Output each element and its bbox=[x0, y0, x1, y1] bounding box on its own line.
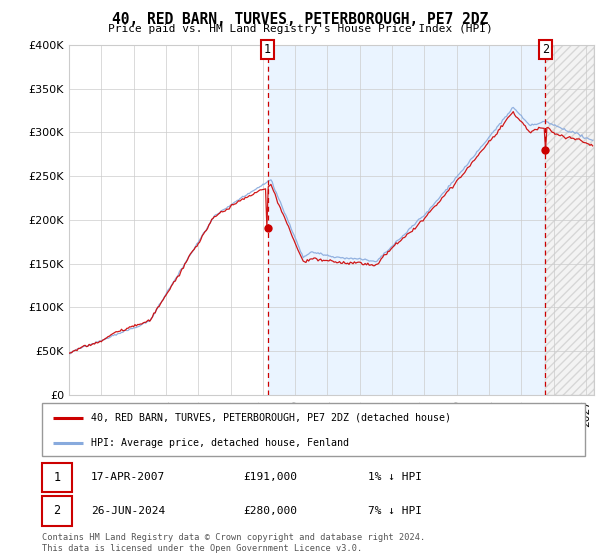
Bar bbox=[268, 45, 545, 395]
Text: 26-JUN-2024: 26-JUN-2024 bbox=[91, 506, 165, 516]
Text: £280,000: £280,000 bbox=[243, 506, 297, 516]
Text: Price paid vs. HM Land Registry's House Price Index (HPI): Price paid vs. HM Land Registry's House … bbox=[107, 24, 493, 34]
Text: 1: 1 bbox=[264, 43, 271, 55]
FancyBboxPatch shape bbox=[42, 463, 72, 492]
Text: 1% ↓ HPI: 1% ↓ HPI bbox=[368, 473, 422, 482]
Text: 17-APR-2007: 17-APR-2007 bbox=[91, 473, 165, 482]
Text: £191,000: £191,000 bbox=[243, 473, 297, 482]
FancyBboxPatch shape bbox=[42, 496, 72, 526]
Text: 40, RED BARN, TURVES, PETERBOROUGH, PE7 2DZ: 40, RED BARN, TURVES, PETERBOROUGH, PE7 … bbox=[112, 12, 488, 27]
Text: HPI: Average price, detached house, Fenland: HPI: Average price, detached house, Fenl… bbox=[91, 438, 349, 448]
Text: Contains HM Land Registry data © Crown copyright and database right 2024.
This d: Contains HM Land Registry data © Crown c… bbox=[42, 533, 425, 553]
Text: 2: 2 bbox=[542, 43, 549, 55]
Text: 2: 2 bbox=[53, 505, 61, 517]
Text: 1: 1 bbox=[53, 471, 61, 484]
Text: 7% ↓ HPI: 7% ↓ HPI bbox=[368, 506, 422, 516]
FancyBboxPatch shape bbox=[42, 403, 585, 456]
Bar bbox=[545, 45, 594, 395]
Text: 40, RED BARN, TURVES, PETERBOROUGH, PE7 2DZ (detached house): 40, RED BARN, TURVES, PETERBOROUGH, PE7 … bbox=[91, 413, 451, 423]
